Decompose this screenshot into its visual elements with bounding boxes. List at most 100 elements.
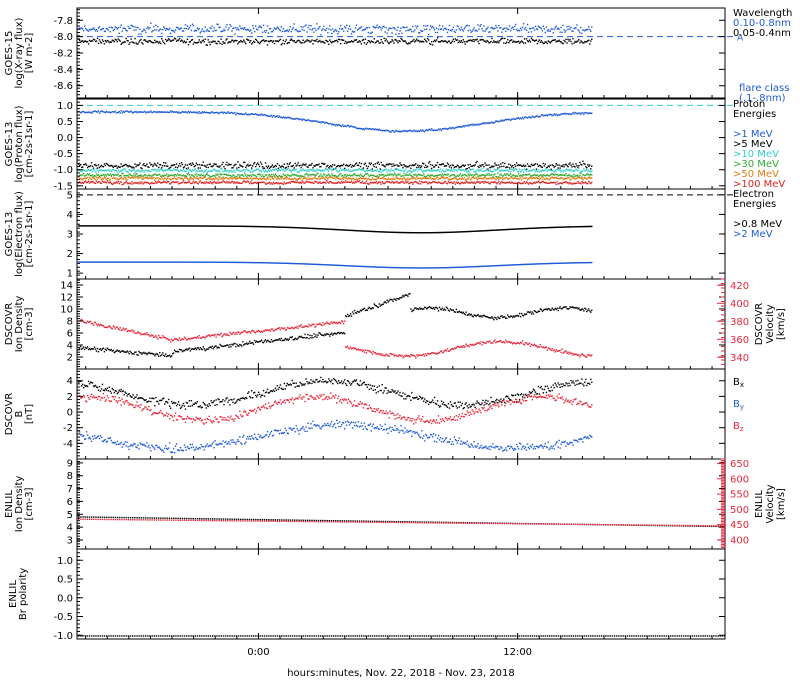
proton-100mev-point [551,182,553,184]
proton-1mev-point [438,129,441,131]
xray-long-point [459,29,461,31]
electron-2mev-point [419,267,421,269]
proton-50mev-point [500,177,502,179]
proton-5mev-point [534,163,537,165]
electron-08mev-point [417,232,419,234]
proton-5mev-point [539,165,542,167]
proton-5mev-point [130,166,132,168]
xray-short-point [505,42,507,45]
proton-50mev-point [543,178,546,180]
proton-50mev-point [585,177,587,180]
electron-2mev-point [117,261,119,263]
proton-1mev-point [228,112,230,114]
xray-long-point [189,25,192,27]
proton-30mev-point [173,174,176,176]
proton-100mev-point [144,181,146,183]
xray-short-point [585,41,587,43]
xray-short-point [117,38,119,40]
proton-5mev-point [546,166,548,169]
proton-5mev-point [187,167,190,169]
electron-2mev-point [390,266,392,269]
electron-2mev-point [202,261,204,263]
proton-1mev-point [193,111,196,113]
electron-08mev-point [410,231,412,234]
xray-short-point [323,41,325,44]
proton-100mev-point [424,181,427,183]
proton-100mev-point [142,183,144,185]
xray-long-point [388,28,390,30]
proton-5mev-point [302,163,304,165]
proton-100mev-point [104,181,107,183]
proton-5mev-point [485,164,487,166]
xray-long-point [445,28,448,31]
xray-long-point [576,24,578,26]
electron-2mev-point [129,261,131,263]
xray-short-point [176,39,179,42]
proton-5mev-point [505,166,507,169]
electron-08mev-point [155,225,157,227]
proton-30mev-point [415,173,417,176]
xray-short-point [241,41,243,43]
proton-100mev-point [100,182,103,185]
xray-long-point [392,27,394,29]
proton-30mev-point [320,173,322,175]
electron-08mev-point [457,231,460,233]
proton-1mev-point [506,118,508,121]
xray-long-point [531,27,534,29]
proton-5mev-point [472,164,474,167]
proton-5mev-point [307,166,309,169]
proton-30mev-point [588,173,590,176]
electron-2mev-point [284,262,287,264]
proton-100mev-point [120,181,122,183]
electron-08mev-point [171,225,174,227]
electron-08mev-point [469,230,471,233]
xray-long-point [542,25,545,27]
proton-10mev-point [140,170,142,173]
proton-5mev-point [217,165,219,168]
proton-100mev-point [432,180,435,183]
proton-10mev-point [188,169,191,171]
proton-5mev-point [277,167,280,170]
proton-50mev-point [497,177,499,179]
proton-10mev-point [290,170,292,173]
proton-10mev-point [385,168,387,170]
xray-long-point [461,28,463,31]
xray-short-point [97,42,100,45]
proton-10mev-point [275,168,278,170]
xray-long-point [507,28,509,31]
proton-30mev-point [438,174,441,176]
electron-08mev-point [367,230,370,232]
proton-100mev-point [440,182,443,184]
proton-1mev-point [351,125,354,128]
xray-long-point [338,31,340,33]
proton-1mev-point [147,111,149,113]
proton-5mev-point [93,163,96,166]
proton-1mev-point [389,131,391,133]
electron-08mev-point [94,225,97,227]
electron-08mev-point [229,225,231,227]
proton-10mev-point [462,168,464,171]
proton-1mev-point [192,111,195,113]
proton-1mev-point [313,120,315,122]
xray-short-point [218,40,220,43]
xray-long-point [281,30,284,33]
electron-08mev-point [289,226,291,229]
proton-1mev-point [553,113,555,115]
proton-10mev-point [181,170,184,172]
proton-5mev-point [371,168,374,170]
electron-08mev-point [78,225,81,227]
electron-08mev-point [206,225,208,227]
proton-50mev-point [95,176,98,179]
xray-short-point [547,40,549,42]
proton-30mev-point [446,174,449,176]
proton-30mev-point [456,174,459,177]
xray-long-point [259,26,262,28]
proton-50mev-point [218,178,220,180]
proton-100mev-point [168,183,171,185]
xray-short-point [138,41,140,43]
xray-short-point [310,40,312,43]
xray-long-point [203,31,205,33]
proton-5mev-point [570,164,572,166]
proton-30mev-point [206,173,208,175]
proton-100mev-point [507,181,509,184]
